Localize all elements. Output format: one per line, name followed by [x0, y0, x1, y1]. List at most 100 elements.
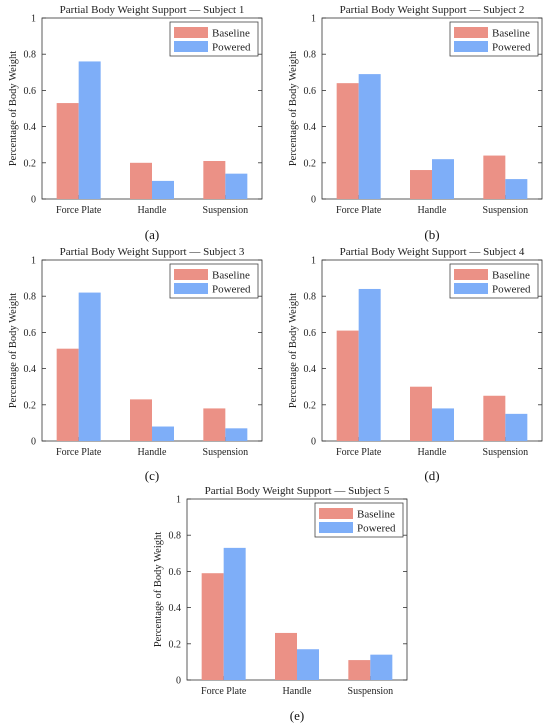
panel-label: (a): [145, 227, 159, 242]
legend-label-powered: Powered: [212, 284, 251, 296]
x-tick-label: Force Plate: [56, 447, 102, 458]
y-tick-label: 0.2: [24, 400, 37, 411]
chart-panel-1: Partial Body Weight Support — Subject 1 0…: [8, 4, 263, 242]
y-tick-label: 0.6: [24, 328, 37, 339]
x-tick-label: Force Plate: [336, 447, 382, 458]
bar-powered-force-plate: [358, 288, 381, 441]
y-tick-label: 0.2: [304, 400, 317, 411]
bar-baseline-force-plate: [56, 103, 79, 199]
legend-swatch-powered: [454, 41, 488, 52]
bar-powered-force-plate: [223, 547, 246, 680]
legend-label-baseline: Baseline: [357, 509, 395, 521]
panel-label: (b): [424, 227, 439, 242]
x-tick-label: Force Plate: [336, 205, 382, 216]
bar-powered-handle: [297, 649, 319, 680]
y-tick-label: 0: [176, 676, 181, 687]
y-tick-label: 1: [31, 14, 36, 25]
y-tick-label: 1: [176, 495, 181, 506]
x-tick-label: Force Plate: [56, 205, 102, 216]
bar-powered-handle: [432, 408, 454, 441]
bar-baseline-handle: [410, 386, 432, 441]
panel-label: (e): [290, 708, 304, 723]
chart-panel-4: Partial Body Weight Support — Subject 4 0…: [288, 246, 543, 483]
legend-label-powered: Powered: [492, 284, 531, 296]
bar-powered-force-plate: [78, 61, 101, 199]
x-tick-label: Suspension: [483, 447, 529, 458]
y-tick-label: 0.8: [304, 50, 317, 61]
y-axis-label: Percentage of Body Weight: [8, 51, 19, 166]
bar-baseline-suspension: [348, 660, 371, 680]
y-tick-label: 0: [31, 437, 36, 448]
y-tick-label: 0.2: [304, 158, 317, 169]
bar-powered-force-plate: [78, 292, 101, 441]
bar-powered-handle: [152, 426, 174, 441]
x-tick-label: Force Plate: [201, 686, 247, 697]
bar-baseline-handle: [275, 632, 297, 680]
bar-baseline-force-plate: [336, 83, 359, 199]
y-tick-label: 0.8: [304, 292, 317, 303]
bar-baseline-suspension: [203, 160, 226, 199]
chart-panel-3: Partial Body Weight Support — Subject 3 0…: [8, 246, 263, 483]
bar-baseline-force-plate: [336, 330, 359, 441]
bar-powered-suspension: [505, 413, 528, 441]
y-axis-label: Percentage of Body Weight: [288, 51, 299, 166]
bar-baseline-suspension: [483, 155, 506, 199]
y-tick-label: 0.6: [304, 328, 317, 339]
y-tick-label: 0.6: [169, 567, 182, 578]
bar-baseline-force-plate: [201, 573, 224, 680]
bar-powered-handle: [152, 180, 174, 199]
legend-swatch-baseline: [454, 27, 488, 38]
x-tick-label: Suspension: [348, 686, 394, 697]
y-axis-label: Percentage of Body Weight: [153, 532, 164, 647]
legend-swatch-powered: [174, 41, 208, 52]
legend-swatch-baseline: [174, 269, 208, 280]
legend-swatch-baseline: [174, 27, 208, 38]
y-tick-label: 1: [311, 14, 316, 25]
chart-panel-5: Partial Body Weight Support — Subject 5 0…: [153, 485, 408, 723]
chart-title: Partial Body Weight Support — Subject 5: [205, 485, 390, 497]
chart-title: Partial Body Weight Support — Subject 3: [60, 246, 245, 258]
legend-label-baseline: Baseline: [492, 270, 530, 282]
y-tick-label: 0.8: [24, 50, 37, 61]
y-tick-label: 0.8: [24, 292, 37, 303]
bar-powered-force-plate: [358, 74, 381, 199]
y-tick-label: 0.6: [24, 86, 37, 97]
x-tick-label: Handle: [283, 686, 312, 697]
bar-baseline-suspension: [203, 408, 226, 441]
legend-label-powered: Powered: [212, 42, 251, 54]
legend-label-powered: Powered: [357, 523, 396, 535]
legend-swatch-baseline: [319, 508, 353, 519]
bar-baseline-handle: [130, 162, 152, 199]
y-tick-label: 0.4: [24, 122, 37, 133]
panel-label: (d): [424, 468, 439, 483]
legend-label-baseline: Baseline: [212, 270, 250, 282]
y-tick-label: 0: [31, 195, 36, 206]
y-tick-label: 0.8: [169, 531, 182, 542]
x-tick-label: Suspension: [203, 205, 249, 216]
y-tick-label: 1: [311, 256, 316, 267]
legend-label-powered: Powered: [492, 42, 531, 54]
y-tick-label: 0.6: [304, 86, 317, 97]
y-tick-label: 0.4: [304, 364, 317, 375]
bar-powered-suspension: [225, 173, 248, 199]
y-axis-label: Percentage of Body Weight: [288, 293, 299, 408]
y-tick-label: 0.4: [169, 603, 182, 614]
y-tick-label: 0.2: [24, 158, 37, 169]
y-tick-label: 0: [311, 195, 316, 206]
x-tick-label: Handle: [138, 205, 167, 216]
bar-baseline-handle: [130, 399, 152, 441]
legend-swatch-powered: [454, 283, 488, 294]
panel-label: (c): [145, 468, 159, 483]
y-tick-label: 0.4: [24, 364, 37, 375]
chart-title: Partial Body Weight Support — Subject 2: [340, 4, 525, 16]
y-tick-label: 0.4: [304, 122, 317, 133]
legend-label-baseline: Baseline: [492, 28, 530, 40]
x-tick-label: Handle: [138, 447, 167, 458]
x-tick-label: Suspension: [483, 205, 529, 216]
bar-powered-suspension: [505, 179, 528, 199]
y-tick-label: 0.2: [169, 639, 182, 650]
x-tick-label: Handle: [418, 205, 447, 216]
legend-swatch-powered: [174, 283, 208, 294]
bar-baseline-suspension: [483, 395, 506, 441]
